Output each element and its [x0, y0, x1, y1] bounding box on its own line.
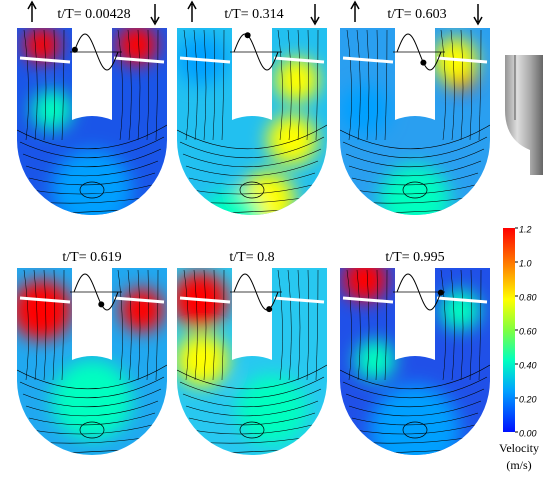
colorbar-tick-label: 1.2 — [519, 224, 532, 234]
velocity-blob — [52, 360, 132, 440]
flow-field — [12, 260, 177, 484]
phase-dot — [98, 301, 104, 307]
streamline — [41, 460, 143, 466]
flow-panel: t/T= 0.619 — [12, 250, 177, 484]
colorbar-unit: (m/s) — [506, 458, 531, 472]
flow-arrow-down — [151, 4, 159, 24]
flow-arrow-up — [351, 2, 359, 22]
streamline — [201, 220, 303, 226]
streamline — [364, 220, 466, 226]
phase-dot — [438, 290, 444, 296]
flow-field — [172, 20, 337, 250]
figure: Velocity (m/s) 1.2 1.0 0.80 0.60 0.40 0.20 0.0… — [0, 0, 543, 484]
flow-panel: t/T= 0.8 — [172, 250, 337, 484]
panel-title: t/T= 0.314 — [224, 7, 283, 22]
streamline — [41, 220, 143, 226]
streamline — [364, 460, 466, 466]
velocity-blob — [202, 190, 262, 250]
panel-title: t/T= 0.8 — [229, 250, 274, 265]
velocity-blob — [32, 90, 72, 130]
panel-title: t/T= 0.603 — [387, 7, 446, 22]
velocity-blob — [355, 340, 395, 380]
panel-title: t/T= 0.00428 — [57, 7, 130, 22]
velocity-blob — [370, 385, 460, 475]
phase-dot — [245, 32, 251, 38]
velocity-blob — [267, 115, 317, 165]
velocity-blob — [176, 334, 228, 386]
phase-dot — [420, 60, 426, 66]
flow-field — [172, 260, 337, 484]
flow-panel: t/T= 0.603 — [335, 2, 500, 250]
phase-dot — [72, 47, 78, 53]
panel-title: t/T= 0.995 — [385, 250, 444, 265]
velocity-blob — [440, 290, 480, 330]
flow-arrow-up — [188, 2, 196, 22]
colorbar-tick-label: 0.20 — [519, 394, 537, 404]
flow-field — [335, 20, 500, 250]
flow-panel: t/T= 0.995 — [335, 250, 500, 484]
pipe-3d-view — [500, 55, 543, 175]
colorbar-tick-label: 0.00 — [519, 428, 537, 438]
flow-panel: t/T= 0.314 — [172, 2, 337, 250]
velocity-blob — [52, 150, 132, 230]
flow-field — [12, 20, 177, 250]
velocity-blob — [340, 85, 390, 135]
velocity-blob — [237, 375, 307, 445]
flow-arrow-down — [474, 4, 482, 24]
colorbar — [503, 228, 515, 432]
colorbar-tick-label: 0.60 — [519, 326, 537, 336]
velocity-blob — [12, 280, 72, 340]
phase-dot — [266, 306, 272, 312]
colorbar-tick-label: 1.0 — [519, 258, 532, 268]
flow-arrow-up — [28, 2, 36, 22]
panel-title: t/T= 0.619 — [62, 250, 121, 265]
colorbar-tick-label: 0.40 — [519, 360, 537, 370]
flow-panel: t/T= 0.00428 — [12, 2, 177, 250]
colorbar-label: Velocity — [499, 441, 539, 455]
colorbar-tick-label: 0.80 — [519, 292, 537, 302]
streamline — [201, 460, 303, 466]
flow-arrow-down — [311, 4, 319, 24]
